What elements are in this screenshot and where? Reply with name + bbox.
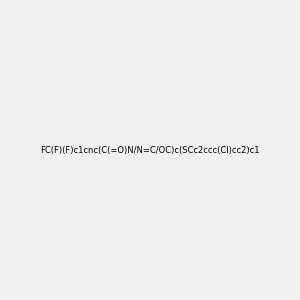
- Text: FC(F)(F)c1cnc(C(=O)N/N=C/OC)c(SCc2ccc(Cl)cc2)c1: FC(F)(F)c1cnc(C(=O)N/N=C/OC)c(SCc2ccc(Cl…: [40, 146, 260, 154]
